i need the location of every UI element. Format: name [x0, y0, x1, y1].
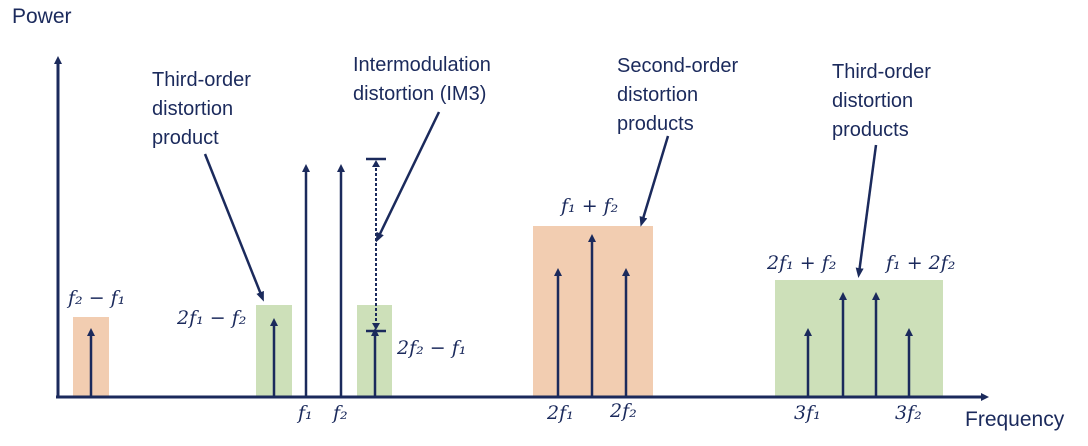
label-2f1: 2f₁: [547, 402, 574, 424]
x-axis-label: Frequency: [965, 408, 1065, 431]
annotation-third-order-products: Third-order distortion products: [832, 61, 931, 141]
band-third-order: [775, 280, 943, 397]
label-2f2: 2f₂: [610, 400, 637, 422]
label-f2-minus-f1: f₂ − f₁: [68, 287, 126, 309]
label-2f1-plus-f2: 2f₁ + f₂: [767, 252, 837, 274]
annotation-third-order-product: Third-order distortion product: [152, 69, 251, 149]
label-f1-plus-2f2: f₁ + 2f₂: [886, 252, 956, 274]
label-2f2-minus-f1: 2f₂ − f₁: [397, 337, 467, 359]
label-3f2: 3f₂: [895, 402, 922, 424]
callout-arrow-second-order: [639, 135, 670, 227]
label-2f1-minus-f2: 2f₁ − f₂: [177, 307, 247, 329]
label-f1: f₁: [298, 402, 313, 424]
annotation-second-order-products: Second-order distortion products: [617, 55, 739, 135]
callout-arrow-im3: [375, 111, 441, 243]
label-3f1: 3f₁: [794, 402, 821, 424]
label-f2: f₂: [333, 402, 348, 424]
im3-measurement: [366, 157, 386, 333]
callout-arrow-third-order-product: [203, 153, 264, 302]
y-axis-label: Power: [12, 5, 72, 28]
annotation-intermodulation: Intermodulation distortion (IM3): [353, 54, 491, 105]
callout-arrow-third-order-products: [855, 144, 878, 278]
label-f1-plus-f2: f₁ + f₂: [561, 195, 619, 217]
